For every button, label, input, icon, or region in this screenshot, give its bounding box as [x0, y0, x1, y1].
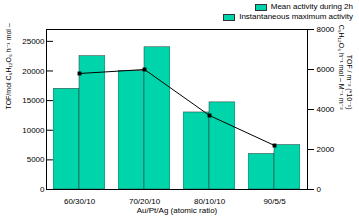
- svg-text:TOF/mol C₆H₁₂O₆ h⁻¹ mol – M⁻¹: TOF/mol C₆H₁₂O₆ h⁻¹ mol – M⁻¹: [5, 23, 12, 110]
- svg-text:Au/Pt/Ag (atomic ratio): Au/Pt/Ag (atomic ratio): [137, 206, 218, 215]
- svg-text:60/30/10: 60/30/10: [64, 197, 96, 206]
- html-text:Instantaneous maximum activity: Instantaneous maximum activity: [239, 12, 353, 21]
- svg-text:0: 0: [40, 185, 45, 194]
- svg-text:5000: 5000: [27, 155, 45, 164]
- svg-text:6000: 6000: [317, 65, 335, 74]
- svg-text:4000: 4000: [317, 105, 335, 114]
- svg-text:15000: 15000: [22, 96, 45, 105]
- svg-text:20000: 20000: [22, 67, 45, 76]
- svg-text:TOF / m⁻² (*10⁻¹)mol C₆H₁₂O₆ h: TOF / m⁻² (*10⁻¹)mol C₆H₁₂O₆ h⁻¹ mol – M…: [338, 23, 353, 110]
- svg-text:25000: 25000: [22, 37, 45, 46]
- svg-text:8000: 8000: [317, 25, 335, 34]
- svg-text:0: 0: [317, 185, 322, 194]
- svg-text:2000: 2000: [317, 145, 335, 154]
- svg-text:10000: 10000: [22, 126, 45, 135]
- html-text:Mean activity during 2h: Mean activity during 2h: [270, 2, 353, 11]
- svg-text:90/5/5: 90/5/5: [263, 197, 286, 206]
- svg-text:70/20/10: 70/20/10: [129, 197, 161, 206]
- svg-text:80/10/10: 80/10/10: [194, 197, 226, 206]
